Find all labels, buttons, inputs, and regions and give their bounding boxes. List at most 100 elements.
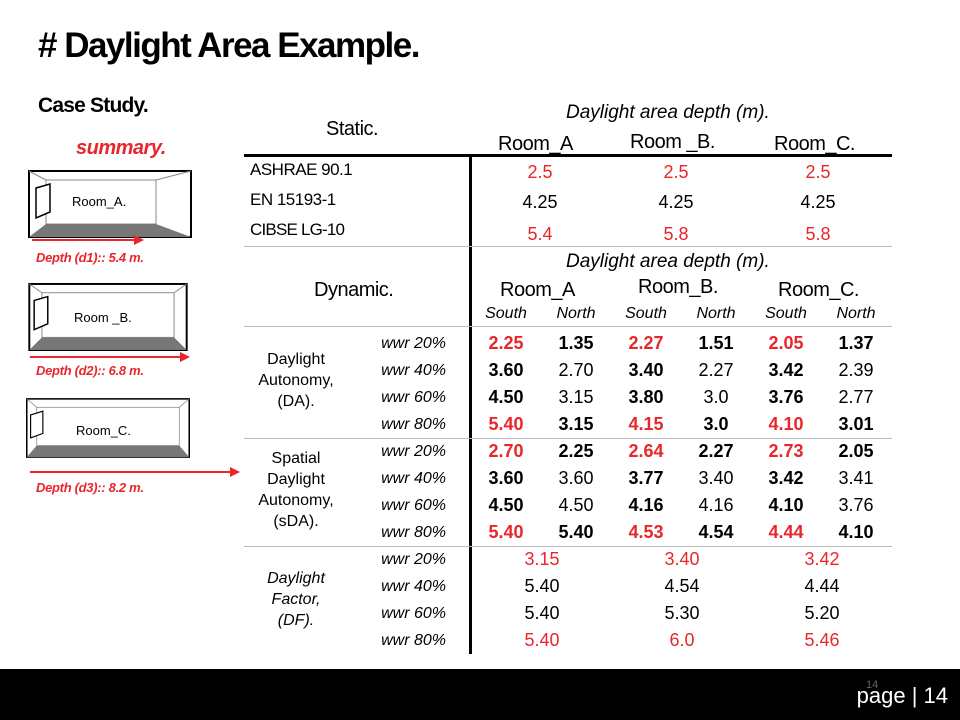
south-value: 4.50: [488, 495, 524, 515]
room-c-label: Room_C.: [76, 423, 131, 438]
page-title: # Daylight Area Example.: [38, 26, 420, 65]
south-value: 4.16: [628, 495, 664, 515]
room-b-illustration: [28, 283, 188, 351]
df-value: 5.40: [524, 630, 560, 650]
north-value: 3.40: [698, 468, 734, 488]
south-value: 2.70: [488, 441, 524, 461]
wwr-label: wwr 80%: [381, 524, 446, 541]
south-value: 5.40: [488, 414, 524, 434]
south-value: 4.15: [628, 414, 664, 434]
static-value: 4.25: [522, 192, 558, 212]
north-value: 4.10: [838, 522, 874, 542]
south-value: 4.44: [768, 522, 804, 542]
north-value: 2.27: [698, 360, 734, 380]
static-value: 2.5: [663, 162, 689, 182]
north-value: 3.41: [838, 468, 874, 488]
room-a-depth-arrow-icon: [32, 235, 144, 245]
df-value: 3.15: [524, 549, 560, 569]
sda-group-label: Spatial Daylight Autonomy, (sDA).: [258, 450, 334, 530]
da-group-label: Daylight Autonomy, (DA).: [258, 351, 334, 410]
df-value: 3.42: [804, 549, 840, 569]
wwr-label: wwr 80%: [381, 632, 446, 649]
static-room-a-header: Room_A: [498, 133, 573, 155]
north-value: 3.01: [838, 414, 874, 434]
df-value: 5.46: [804, 630, 840, 650]
north-value: 1.51: [698, 333, 734, 353]
room-b-label: Room _B.: [74, 310, 132, 325]
dynamic-room-a-header: Room_A: [500, 279, 575, 301]
df-value: 5.20: [804, 603, 840, 623]
room-a-label: Room_A.: [72, 194, 127, 209]
static-value: 5.4: [527, 224, 553, 244]
static-value: 5.8: [663, 224, 689, 244]
north-value: 1.37: [838, 333, 874, 353]
south-value: 2.64: [628, 441, 664, 461]
da-bottom-rule: [244, 438, 892, 439]
room-b-depth: Depth (d2):: 6.8 m.: [36, 363, 144, 378]
wwr-label: wwr 20%: [381, 551, 446, 568]
north-value: 2.77: [838, 387, 874, 407]
south-value: 2.05: [768, 333, 804, 353]
south-value: 3.80: [628, 387, 664, 407]
dynamic-header-rule: [244, 326, 892, 327]
static-depth-title: Daylight area depth (m).: [566, 102, 770, 123]
dynamic-room-c-header: Room_C.: [778, 279, 859, 301]
wwr-label: wwr 20%: [381, 443, 446, 460]
north-value: 4.54: [698, 522, 734, 542]
north-value: 3.15: [558, 414, 594, 434]
north-value: 2.70: [558, 360, 594, 380]
case-study-heading: Case Study.: [38, 94, 149, 117]
south-value: 3.40: [628, 360, 664, 380]
north-value: 2.05: [838, 441, 874, 461]
north-value: 3.0: [703, 414, 729, 434]
south-value: 3.76: [768, 387, 804, 407]
page-number: page | 14: [856, 683, 948, 708]
sda-bottom-rule: [244, 546, 892, 547]
room-c-illustration: [26, 398, 190, 458]
north-value: 2.25: [558, 441, 594, 461]
dynamic-room-b-header: Room_B.: [638, 276, 718, 298]
static-row-name: CIBSE LG-10: [250, 220, 345, 239]
static-value: 5.8: [805, 224, 831, 244]
wwr-label: wwr 80%: [381, 416, 446, 433]
wwr-label: wwr 40%: [381, 578, 446, 595]
north-value: 5.40: [558, 522, 594, 542]
south-header: South: [485, 305, 527, 322]
north-value: 4.50: [558, 495, 594, 515]
north-value: 3.60: [558, 468, 594, 488]
south-header: South: [765, 305, 807, 322]
south-value: 4.10: [768, 495, 804, 515]
south-value: 2.27: [628, 333, 664, 353]
north-header: North: [696, 305, 736, 322]
room-b-depth-arrow-icon: [30, 352, 190, 362]
dynamic-header: Dynamic.: [314, 279, 394, 301]
static-row-name: ASHRAE 90.1: [250, 160, 353, 179]
static-room-c-header: Room_C.: [774, 133, 855, 155]
room-a-depth: Depth (d1):: 5.4 m.: [36, 250, 144, 265]
south-value: 4.50: [488, 387, 524, 407]
north-value: 3.76: [838, 495, 874, 515]
slide-number: 14: [866, 679, 879, 691]
df-value: 5.40: [524, 603, 560, 623]
df-value: 5.40: [524, 576, 560, 596]
south-value: 4.53: [628, 522, 664, 542]
wwr-label: wwr 60%: [381, 605, 446, 622]
north-header: North: [836, 305, 876, 322]
south-value: 3.42: [768, 468, 804, 488]
wwr-label: wwr 20%: [381, 335, 446, 352]
static-value: 2.5: [805, 162, 831, 182]
df-group-label: Daylight Factor, (DF).: [267, 570, 325, 629]
north-value: 3.0: [703, 387, 729, 407]
room-a-illustration: [28, 170, 192, 238]
north-value: 1.35: [558, 333, 594, 353]
room-c-depth-arrow-icon: [30, 467, 240, 477]
north-header: North: [556, 305, 596, 322]
wwr-label: wwr 60%: [381, 389, 446, 406]
summary-heading: summary.: [76, 137, 166, 159]
south-value: 3.60: [488, 360, 524, 380]
south-value: 4.10: [768, 414, 804, 434]
north-value: 3.15: [558, 387, 594, 407]
footer-bar: [0, 669, 960, 720]
wwr-label: wwr 60%: [381, 497, 446, 514]
table-top-rule: [244, 154, 892, 157]
